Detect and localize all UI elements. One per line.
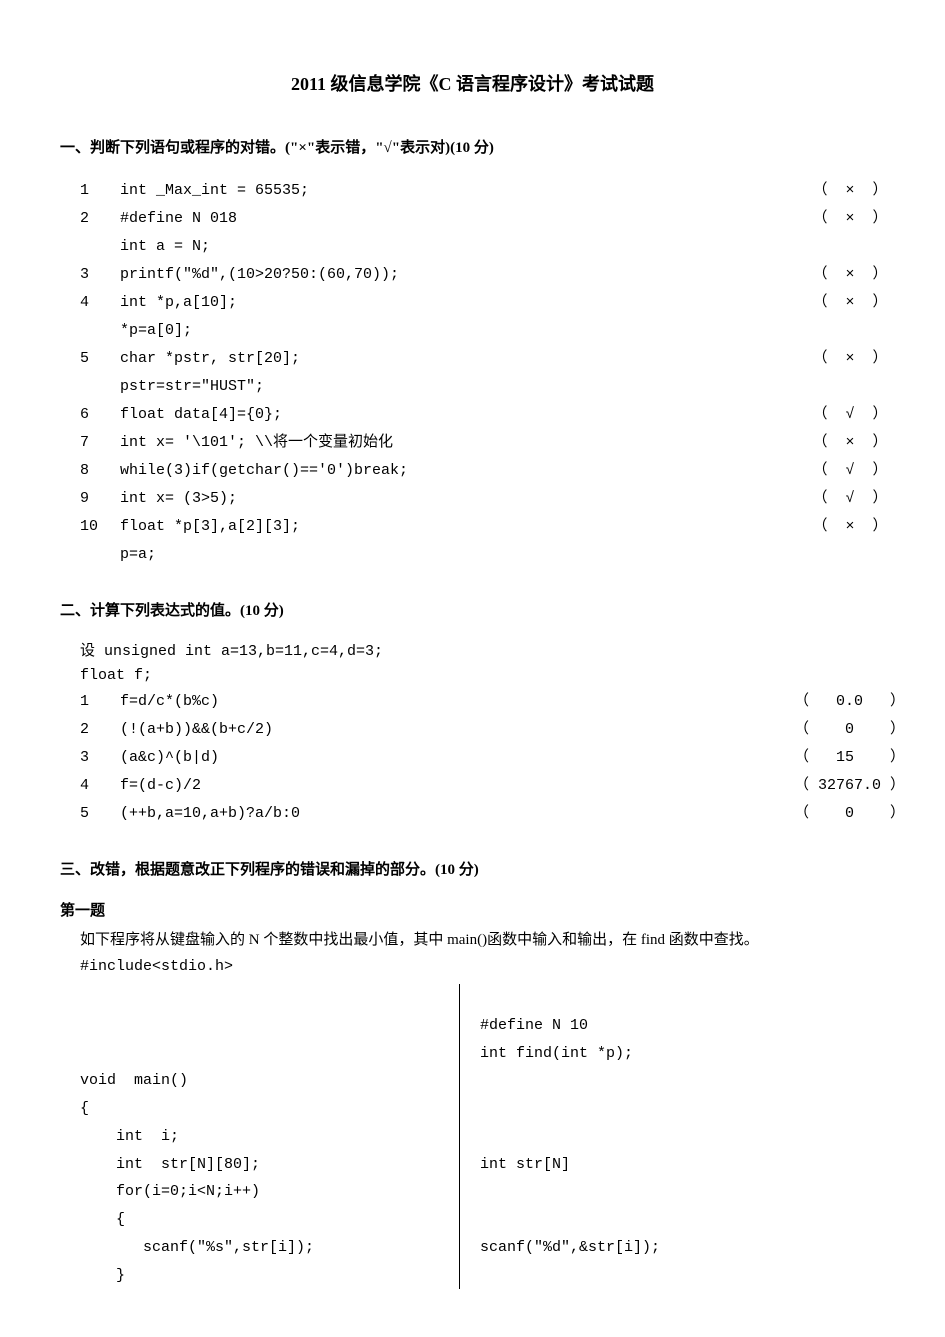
q-row: *p=a[0];	[80, 317, 905, 345]
q-ans: （ √ ）	[795, 485, 905, 513]
q-row: 2#define N 018（ × ）	[80, 205, 905, 233]
q-row: 1int _Max_int = 65535;（ × ）	[80, 177, 905, 205]
q-code: float data[4]={0};	[120, 401, 795, 429]
q-ans	[795, 233, 905, 261]
q-code: (!(a+b))&&(b+c/2)	[120, 716, 794, 744]
q-num: 1	[80, 177, 120, 205]
section3-sub: 第一题	[60, 899, 885, 920]
q-code: char *pstr, str[20];	[120, 345, 795, 373]
q-num: 6	[80, 401, 120, 429]
q-num: 5	[80, 345, 120, 373]
q-code: int *p,a[10];	[120, 289, 795, 317]
q-num: 3	[80, 261, 120, 289]
q-row: 8while(3)if(getchar()=='0')break;（ √ ）	[80, 457, 905, 485]
section2-heading: 二、计算下列表达式的值。(10 分)	[60, 599, 885, 620]
q-ans: （ 0.0 ）	[794, 688, 905, 716]
q-num: 4	[80, 772, 120, 800]
q-row: 2(!(a+b))&&(b+c/2)（ 0 ）	[80, 716, 905, 744]
section3-heading: 三、改错，根据题意改正下列程序的错误和漏掉的部分。(10 分)	[60, 858, 885, 879]
q-ans: （ × ）	[795, 345, 905, 373]
q-num: 5	[80, 800, 120, 828]
q-ans	[795, 541, 905, 569]
q-num	[80, 541, 120, 569]
q-num: 8	[80, 457, 120, 485]
q-num: 4	[80, 289, 120, 317]
q-ans: （ 0 ）	[794, 800, 905, 828]
q-code: while(3)if(getchar()=='0')break;	[120, 457, 795, 485]
q-code: (++b,a=10,a+b)?a/b:0	[120, 800, 794, 828]
q-code: #define N 018	[120, 205, 795, 233]
section3-include: #include<stdio.h>	[80, 954, 885, 980]
q-num	[80, 373, 120, 401]
q-row: 5(++b,a=10,a+b)?a/b:0（ 0 ）	[80, 800, 905, 828]
q-code: (a&c)^(b|d)	[120, 744, 794, 772]
q-ans: （ × ）	[795, 513, 905, 541]
q-ans	[795, 373, 905, 401]
q-num	[80, 233, 120, 261]
page-title: 2011 级信息学院《C 语言程序设计》考试试题	[60, 70, 885, 96]
q-ans: （ 15 ）	[794, 744, 905, 772]
q-code: p=a;	[120, 541, 795, 569]
q-ans: （ 32767.0 ）	[794, 772, 905, 800]
q-code: int a = N;	[120, 233, 795, 261]
q-row: 1f=d/c*(b%c)（ 0.0 ）	[80, 688, 905, 716]
section2-preamble1: 设 unsigned int a=13,b=11,c=4,d=3;	[80, 640, 885, 664]
section2-preamble2: float f;	[80, 664, 885, 688]
q-row: 6float data[4]={0};（ √ ）	[80, 401, 905, 429]
q-ans: （ √ ）	[795, 457, 905, 485]
q-ans: （ √ ）	[795, 401, 905, 429]
q-code: float *p[3],a[2][3];	[120, 513, 795, 541]
q-row: 3printf("%d",(10>20?50:(60,70));（ × ）	[80, 261, 905, 289]
q-row: p=a;	[80, 541, 905, 569]
q-code: f=d/c*(b%c)	[120, 688, 794, 716]
q-num	[80, 317, 120, 345]
col-left: void main() { int i; int str[N][80]; for…	[80, 984, 460, 1289]
q-code: pstr=str="HUST";	[120, 373, 795, 401]
section3-twocol: void main() { int i; int str[N][80]; for…	[80, 984, 885, 1289]
q-code: *p=a[0];	[120, 317, 795, 345]
section1-table: 1int _Max_int = 65535;（ × ） 2#define N 0…	[80, 177, 905, 569]
q-num: 3	[80, 744, 120, 772]
section1-heading: 一、判断下列语句或程序的对错。("×"表示错，"√"表示对)(10 分)	[60, 136, 885, 157]
q-ans: （ × ）	[795, 429, 905, 457]
q-ans: （ × ）	[795, 289, 905, 317]
q-code: int x= '\101'; \\将一个变量初始化	[120, 429, 795, 457]
q-num: 7	[80, 429, 120, 457]
q-ans: （ × ）	[795, 261, 905, 289]
q-ans	[795, 317, 905, 345]
section2-table: 1f=d/c*(b%c)（ 0.0 ） 2(!(a+b))&&(b+c/2)（ …	[80, 688, 905, 828]
q-row: 10float *p[3],a[2][3];（ × ）	[80, 513, 905, 541]
q-ans: （ × ）	[795, 205, 905, 233]
q-row: 5char *pstr, str[20];（ × ）	[80, 345, 905, 373]
q-row: pstr=str="HUST";	[80, 373, 905, 401]
q-row: 4int *p,a[10];（ × ）	[80, 289, 905, 317]
q-row: 7int x= '\101'; \\将一个变量初始化（ × ）	[80, 429, 905, 457]
q-num: 2	[80, 716, 120, 744]
q-code: int x= (3>5);	[120, 485, 795, 513]
q-code: f=(d-c)/2	[120, 772, 794, 800]
q-num: 2	[80, 205, 120, 233]
q-row: 9int x= (3>5);（ √ ）	[80, 485, 905, 513]
col-right: #define N 10 int find(int *p); int str[N…	[460, 984, 660, 1289]
section3-desc: 如下程序将从键盘输入的 N 个整数中找出最小值，其中 main()函数中输入和输…	[80, 928, 885, 954]
q-num: 1	[80, 688, 120, 716]
q-code: int _Max_int = 65535;	[120, 177, 795, 205]
q-num: 9	[80, 485, 120, 513]
q-ans: （ × ）	[795, 177, 905, 205]
q-ans: （ 0 ）	[794, 716, 905, 744]
q-num: 10	[80, 513, 120, 541]
q-row: 4f=(d-c)/2（ 32767.0 ）	[80, 772, 905, 800]
q-code: printf("%d",(10>20?50:(60,70));	[120, 261, 795, 289]
q-row: int a = N;	[80, 233, 905, 261]
q-row: 3(a&c)^(b|d)（ 15 ）	[80, 744, 905, 772]
